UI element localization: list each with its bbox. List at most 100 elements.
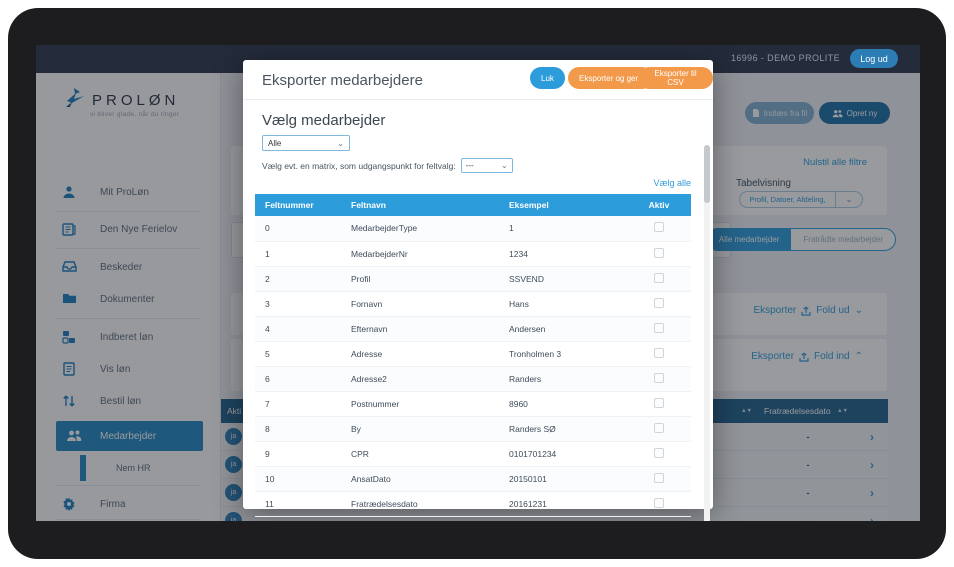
- sidebar-divider: [56, 485, 201, 486]
- file-icon: [752, 108, 760, 118]
- reset-filters-link[interactable]: Nulstil alle filtre: [803, 157, 867, 168]
- sidebar-item-vis-lon[interactable]: Vis løn: [36, 356, 221, 382]
- export-to-csv-button[interactable]: Eksporter til CSV: [638, 67, 713, 89]
- modal-title: Eksporter medarbejdere: [262, 72, 423, 89]
- sidebar-item-firma[interactable]: Firma: [36, 491, 221, 517]
- app-window: 16996 - DEMO PROLITE Log ud PROLØN vi bl…: [36, 45, 920, 521]
- chevron-down-icon: ⌄: [501, 161, 508, 170]
- tableview-select[interactable]: Profil, Datoer, Afdeling, ⌄: [739, 191, 863, 208]
- export-and-save-button[interactable]: Eksporter og gem: [568, 67, 654, 89]
- field-checkbox[interactable]: [654, 347, 664, 358]
- sort-icon: ▲▼: [837, 408, 848, 414]
- field-checkbox[interactable]: [654, 447, 664, 458]
- chevron-right-icon[interactable]: ›: [870, 513, 874, 522]
- logout-button[interactable]: Log ud: [850, 49, 898, 68]
- field-table-header: Feltnummer Feltnavn Eksempel Aktiv: [255, 194, 691, 216]
- chevron-down-icon: ⌄: [337, 138, 344, 148]
- chevron-right-icon[interactable]: ›: [870, 485, 874, 500]
- people-icon: [832, 109, 843, 118]
- status-badge: ja: [225, 456, 242, 473]
- field-row: 9 CPR 0101701234: [255, 441, 691, 467]
- sidebar-item-mit-prolon[interactable]: Mit ProLøn: [36, 179, 221, 205]
- field-checkbox[interactable]: [654, 272, 664, 283]
- payroll-icon: [62, 330, 77, 345]
- column-fratraedelsesdato[interactable]: Fratrædelsesdato ▲▼: [764, 406, 848, 416]
- field-row: 6 Adresse2 Randers: [255, 366, 691, 392]
- sidebar-divider: [56, 519, 201, 520]
- field-checkbox[interactable]: [654, 222, 664, 233]
- field-checkbox[interactable]: [654, 247, 664, 258]
- tableview-label: Tabelvisning: [735, 178, 791, 189]
- field-row: 3 Fornavn Hans: [255, 291, 691, 317]
- select-employee-heading: Vælg medarbejder: [262, 112, 386, 129]
- active-sub-indicator: [80, 455, 86, 481]
- load-from-file-button[interactable]: Indlæs fra fil: [745, 102, 814, 124]
- prolon-logo[interactable]: PROLØN vi bliver glade, når du ringer: [64, 87, 204, 118]
- gear-icon: [62, 497, 77, 512]
- field-checkbox[interactable]: [654, 397, 664, 408]
- field-row: 10 AnsatDato 20150101: [255, 466, 691, 492]
- employee-filter-toggle: Alle medarbejder Fratrådte medarbejder: [705, 228, 896, 251]
- person-icon: [62, 185, 77, 200]
- field-checkbox[interactable]: [654, 472, 664, 483]
- column-sortable[interactable]: ▲▼: [650, 408, 760, 414]
- field-checkbox[interactable]: [654, 422, 664, 433]
- scrollbar-thumb[interactable]: [704, 145, 710, 203]
- account-label: 16996 - DEMO PROLITE: [730, 53, 840, 63]
- field-checkbox[interactable]: [654, 372, 664, 383]
- prolon-logo-icon: [64, 87, 88, 109]
- export-link[interactable]: Eksporter: [751, 351, 795, 362]
- chevron-down-icon: ⌄: [845, 195, 853, 204]
- status-badge: ja: [225, 484, 242, 501]
- fold-out-link[interactable]: Fold ud: [816, 305, 850, 316]
- modal-scrollbar[interactable]: [704, 145, 710, 521]
- sidebar-item-indberet-lon[interactable]: Indberet løn: [36, 324, 221, 350]
- modal-header: Eksporter medarbejdere Luk Eksporter og …: [243, 60, 713, 100]
- chevron-right-icon[interactable]: ›: [870, 457, 874, 472]
- sidebar-item-bestil-lon[interactable]: Bestil løn: [36, 388, 221, 414]
- sidebar-subitem-nem-hr[interactable]: Nem HR: [80, 455, 151, 481]
- export-link[interactable]: Eksporter: [753, 305, 797, 316]
- sidebar-divider: [56, 211, 201, 212]
- field-table: Feltnummer Feltnavn Eksempel Aktiv 0 Meda…: [255, 194, 691, 517]
- folder-icon: [62, 292, 77, 307]
- logo-tagline: vi bliver glade, når du ringer: [90, 111, 180, 118]
- fold-in-link[interactable]: Fold ind: [814, 351, 850, 362]
- toggle-resigned-employees[interactable]: Fratrådte medarbejder: [803, 235, 883, 244]
- status-badge: ja: [225, 512, 242, 521]
- field-row: 11 Fratrædelsesdato 20161231: [255, 491, 691, 517]
- export-employees-modal: Eksporter medarbejdere Luk Eksporter og …: [243, 60, 713, 521]
- sidebar-divider: [56, 318, 201, 319]
- inbox-icon: [62, 260, 77, 275]
- field-row: 1 MedarbejderNr 1234: [255, 241, 691, 267]
- chevron-up-icon: ⌃: [854, 351, 863, 362]
- chevron-down-icon: ⌄: [854, 305, 863, 316]
- people-icon: [66, 429, 82, 444]
- news-icon: [62, 222, 77, 237]
- sidebar-item-beskeder[interactable]: Beskeder: [36, 254, 221, 280]
- sidebar-item-dokumenter[interactable]: Dokumenter: [36, 286, 221, 312]
- field-row: 8 By Randers SØ: [255, 416, 691, 442]
- sort-arrows-icon: [62, 394, 77, 409]
- close-button[interactable]: Luk: [530, 67, 565, 89]
- matrix-select[interactable]: --- ⌄: [460, 158, 513, 173]
- field-row: 0 MedarbejderType 1: [255, 216, 691, 242]
- field-checkbox[interactable]: [654, 497, 664, 508]
- sort-icon: ▲▼: [741, 408, 752, 414]
- employee-select[interactable]: Alle ⌄: [262, 135, 350, 151]
- create-new-button[interactable]: Opret ny: [819, 102, 890, 124]
- select-all-link[interactable]: Vælg alle: [653, 178, 691, 188]
- field-checkbox[interactable]: [654, 297, 664, 308]
- field-row: 5 Adresse Tronholmen 3: [255, 341, 691, 367]
- field-checkbox[interactable]: [654, 322, 664, 333]
- sidebar-item-medarbejder[interactable]: Medarbejder: [56, 421, 203, 451]
- export-icon: [799, 352, 809, 362]
- matrix-label: Vælg evt. en matrix, som udgangspunkt fo…: [262, 160, 456, 171]
- sidebar-divider: [56, 248, 201, 249]
- field-row: 7 Postnummer 8960: [255, 391, 691, 417]
- chevron-right-icon[interactable]: ›: [870, 429, 874, 444]
- sidebar: PROLØN vi bliver glade, når du ringer Mi…: [36, 73, 221, 521]
- sidebar-item-den-nye-ferielov[interactable]: Den Nye Ferielov: [36, 216, 221, 242]
- toggle-all-employees[interactable]: Alle medarbejder: [706, 229, 792, 250]
